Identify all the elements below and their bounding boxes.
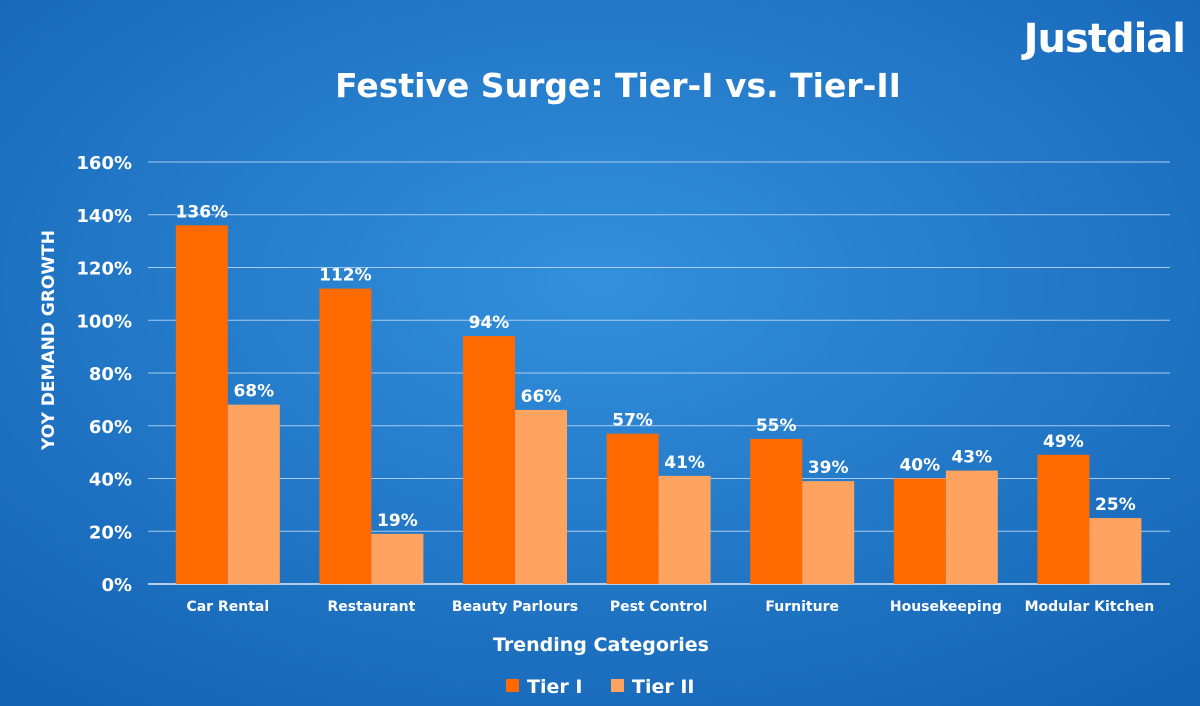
y-tick-label: 100% bbox=[76, 311, 132, 332]
bars: 136% 68% 112% 19% 94% 66% 57% 41% 55% 39% 40% 43% 49… bbox=[175, 202, 1142, 585]
x-tick-label: Restaurant bbox=[328, 599, 416, 615]
data-label: 41% bbox=[664, 453, 705, 473]
y-axis-label: YOY DEMAND GROWTH bbox=[39, 230, 59, 451]
bar-tier2 bbox=[515, 409, 567, 584]
legend-swatch-tier2 bbox=[611, 679, 624, 692]
y-tick-label: 140% bbox=[76, 206, 132, 227]
data-label: 55% bbox=[756, 416, 797, 436]
bar-tier1 bbox=[319, 288, 372, 584]
x-axis-ticks: Car Rental Restaurant Beauty Parlours Pest … bbox=[186, 599, 1154, 615]
x-tick-label: Beauty Parlours bbox=[452, 599, 578, 615]
data-label: 25% bbox=[1095, 495, 1136, 515]
data-label: 40% bbox=[899, 456, 940, 476]
bar-tier1 bbox=[1037, 454, 1090, 584]
bar-tier1 bbox=[606, 433, 659, 584]
data-label: 57% bbox=[612, 411, 653, 431]
y-tick-label: 0% bbox=[101, 575, 132, 596]
bar-tier1 bbox=[463, 336, 515, 584]
y-tick-label: 40% bbox=[89, 470, 132, 491]
brand-logo: Justdial bbox=[1021, 16, 1185, 62]
y-tick-label: 20% bbox=[89, 522, 132, 543]
bar-tier2 bbox=[945, 470, 998, 584]
data-label: 49% bbox=[1043, 432, 1084, 452]
bar-tier2 bbox=[658, 475, 711, 584]
legend-label-tier2: Tier II bbox=[632, 676, 694, 698]
data-label: 39% bbox=[808, 458, 849, 478]
data-label: 66% bbox=[521, 387, 562, 407]
data-label: 112% bbox=[319, 266, 372, 286]
y-tick-label: 160% bbox=[76, 153, 132, 174]
chart-title: Festive Surge: Tier-I vs. Tier-II bbox=[335, 66, 901, 105]
bar-tier2 bbox=[371, 533, 424, 584]
bar-tier1 bbox=[175, 225, 228, 585]
data-label: 43% bbox=[951, 448, 992, 468]
y-tick-label: 80% bbox=[89, 364, 132, 385]
data-label: 19% bbox=[377, 511, 418, 531]
y-tick-label: 120% bbox=[76, 259, 132, 280]
x-tick-label: Car Rental bbox=[186, 599, 269, 615]
bar-tier1 bbox=[893, 478, 946, 584]
x-tick-label: Modular Kitchen bbox=[1025, 599, 1155, 615]
data-label: 68% bbox=[233, 382, 274, 402]
bar-tier2 bbox=[802, 481, 855, 584]
y-tick-label: 60% bbox=[89, 417, 132, 438]
x-tick-label: Housekeeping bbox=[890, 599, 1002, 615]
legend: Tier I Tier II bbox=[506, 676, 694, 698]
data-label: 136% bbox=[176, 202, 229, 222]
bar-tier2 bbox=[227, 404, 280, 584]
bar-tier1 bbox=[750, 438, 803, 584]
legend-label-tier1: Tier I bbox=[527, 676, 582, 698]
y-axis-ticks: 0% 20% 40% 60% 80% 100% 120% 140% 160% bbox=[76, 153, 132, 596]
x-tick-label: Pest Control bbox=[610, 599, 708, 615]
bar-tier2 bbox=[1089, 518, 1142, 584]
data-label: 94% bbox=[469, 313, 510, 333]
x-axis-label: Trending Categories bbox=[493, 634, 709, 656]
legend-swatch-tier1 bbox=[506, 679, 519, 692]
x-tick-label: Furniture bbox=[765, 599, 839, 615]
